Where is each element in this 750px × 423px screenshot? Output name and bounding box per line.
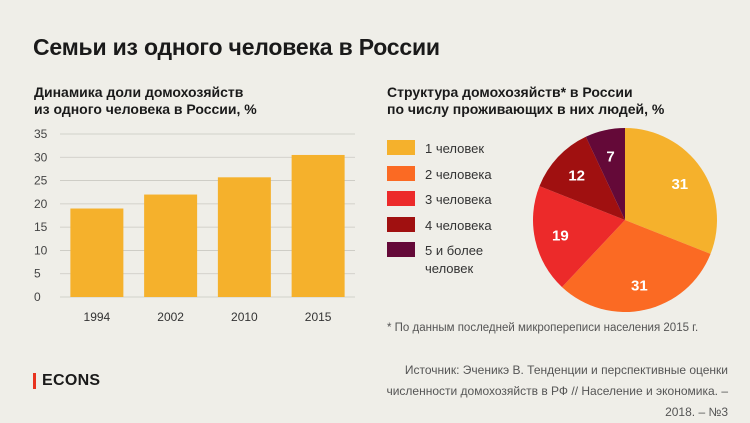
legend-label: 5 и более человек bbox=[425, 242, 515, 278]
pie-slice bbox=[532, 186, 625, 288]
footnote: * По данным последней микропереписи насе… bbox=[387, 322, 699, 334]
legend-item: 5 и более человек bbox=[387, 242, 483, 276]
pie-value-label: 31 bbox=[631, 278, 648, 295]
pie-chart: 31 31 19 12 7 bbox=[532, 128, 718, 313]
pie-slice bbox=[625, 128, 718, 254]
pie-chart-subtitle-line: Структура домохозяйств* в России bbox=[387, 84, 633, 100]
source-line: численности домохозяйств в РФ // Населен… bbox=[386, 384, 728, 419]
econs-logo: ECONS bbox=[33, 372, 100, 390]
legend-label-line: 2 человека bbox=[425, 166, 492, 182]
legend-item: 4 человека bbox=[387, 216, 492, 233]
bar bbox=[70, 208, 124, 297]
legend-swatch bbox=[387, 216, 415, 232]
y-tick-label: 15 bbox=[34, 220, 48, 234]
legend-label: 1 человек bbox=[425, 140, 515, 158]
x-tick-label: 2015 bbox=[305, 310, 332, 324]
y-tick-label: 5 bbox=[34, 267, 41, 281]
x-tick-label: 2010 bbox=[231, 310, 258, 324]
x-tick-label: 2002 bbox=[157, 310, 184, 324]
legend-swatch bbox=[387, 140, 415, 155]
bar bbox=[291, 154, 345, 297]
legend-label-line: 3 человека bbox=[425, 192, 492, 207]
legend-swatch bbox=[387, 165, 415, 181]
x-tick-label: 1994 bbox=[84, 310, 111, 324]
pie-chart-subtitle-line: по числу проживающих в них людей, % bbox=[387, 101, 665, 117]
source-note: Источник: Эченикэ В. Тенденции и перспек… bbox=[368, 360, 728, 423]
pie-chart-subtitle: Структура домохозяйств* в России по числ… bbox=[387, 84, 687, 118]
y-tick-label: 35 bbox=[34, 127, 48, 141]
pie-value-label: 19 bbox=[552, 227, 569, 244]
legend-label: 4 человека bbox=[425, 217, 515, 235]
legend-label-line: человек bbox=[425, 261, 474, 276]
logo-text: ECONS bbox=[42, 372, 101, 389]
y-tick-label: 0 bbox=[34, 290, 41, 304]
pie-value-label: 31 bbox=[671, 176, 688, 193]
pie-slice bbox=[562, 220, 711, 313]
legend-label-line: 4 человека bbox=[425, 217, 492, 233]
source-line: Источник: Эченикэ В. Тенденции и перспек… bbox=[404, 363, 728, 377]
pie-slice bbox=[585, 128, 625, 220]
y-tick-label: 25 bbox=[34, 174, 48, 188]
bar bbox=[144, 194, 198, 297]
bar-chart-subtitle: Динамика доли домохозяйств из одного чел… bbox=[34, 84, 294, 118]
legend-label: 3 человека bbox=[425, 191, 515, 209]
bar-chart: 0 5 10 15 20 25 30 35 1994 2002 2010 2015 bbox=[34, 127, 355, 324]
legend-item: 1 человек bbox=[387, 140, 484, 156]
legend-swatch bbox=[387, 242, 415, 257]
legend-label: 2 человека bbox=[425, 166, 515, 184]
pie-value-label: 7 bbox=[606, 148, 614, 165]
bar-chart-subtitle-line: Динамика доли домохозяйств bbox=[34, 84, 244, 100]
legend-item: 3 человека bbox=[387, 191, 492, 207]
y-tick-label: 20 bbox=[34, 197, 48, 211]
legend-item: 2 человека bbox=[387, 165, 492, 182]
legend-label-line: 1 человек bbox=[425, 141, 485, 156]
page-title: Семьи из одного человека в России bbox=[33, 34, 440, 60]
pie-slice bbox=[539, 136, 625, 220]
y-tick-label: 30 bbox=[34, 150, 48, 164]
bar bbox=[217, 177, 271, 297]
bar-chart-subtitle-line: из одного человека в России, % bbox=[34, 101, 257, 117]
logo-bar bbox=[33, 373, 36, 389]
legend-swatch bbox=[387, 191, 415, 206]
pie-value-label: 12 bbox=[568, 168, 585, 185]
y-tick-label: 10 bbox=[34, 243, 48, 257]
legend-label-line: 5 и более bbox=[425, 243, 484, 258]
